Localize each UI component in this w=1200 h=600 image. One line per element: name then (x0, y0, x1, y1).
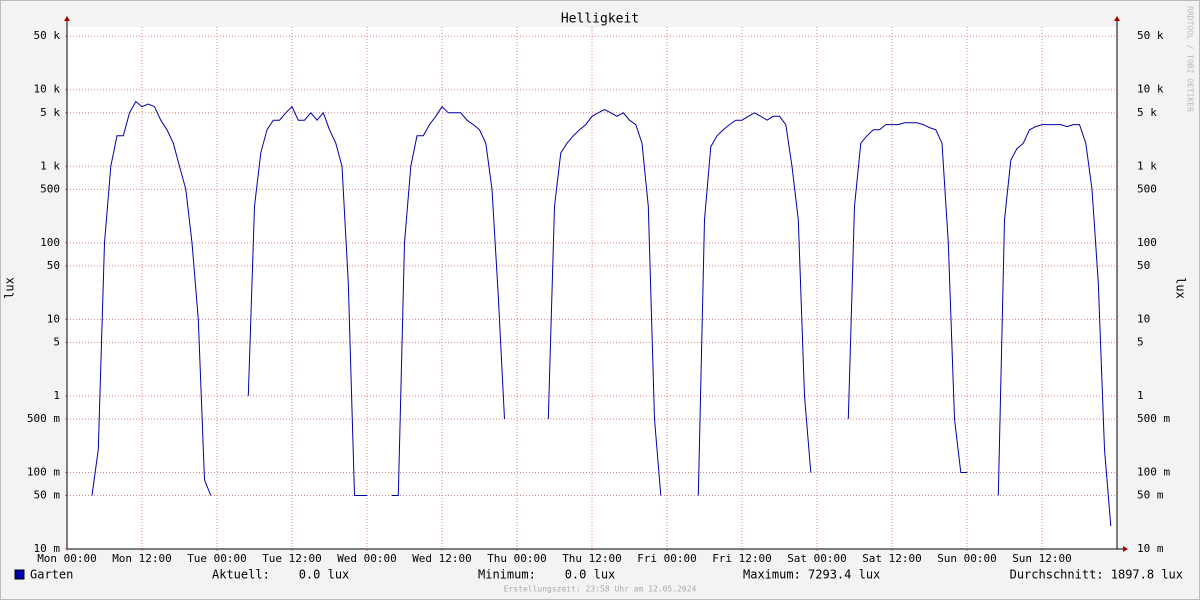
y2-tick-label: 5 k (1137, 106, 1157, 119)
y-tick-label: 10 m (34, 542, 61, 555)
y-tick-label: 1 k (40, 159, 60, 172)
data-line (91, 100, 1112, 527)
x-tick-label: Tue 12:00 (262, 552, 322, 565)
y-axis-label: lux (3, 277, 17, 299)
x-tick-label: Thu 12:00 (562, 552, 622, 565)
footer: Erstellungszeit: 23:58 Uhr am 12.05.2024 (504, 585, 697, 594)
legend-stat: Aktuell: 0.0 lux (212, 568, 349, 582)
y2-tick-label: 50 k (1137, 29, 1164, 42)
x-tick-label: Wed 12:00 (412, 552, 472, 565)
y-tick-label: 10 (47, 312, 60, 325)
legend-stat: Minimum: 0.0 lux (478, 568, 615, 582)
y2-tick-label: 500 m (1137, 412, 1170, 425)
legend-swatch (14, 569, 25, 580)
x-tick-label: Fri 00:00 (637, 552, 697, 565)
x-tick-label: Sun 12:00 (1012, 552, 1072, 565)
y-tick-label: 50 m (34, 488, 61, 501)
y2-tick-label: 10 k (1137, 83, 1164, 96)
legend-stat: Durchschnitt: 1897.8 lux (1010, 568, 1183, 582)
y-tick-label: 500 (40, 182, 60, 195)
y-tick-label: 5 k (40, 106, 60, 119)
y-axis-arrow (64, 16, 70, 21)
legend-stat: Maximum: 7293.4 lux (743, 568, 880, 582)
y-tick-label: 100 m (27, 465, 60, 478)
y-tick-label: 500 m (27, 412, 60, 425)
y-tick-label: 50 (47, 259, 60, 272)
y2-tick-label: 50 (1137, 259, 1150, 272)
y2-tick-label: 500 (1137, 182, 1157, 195)
x-axis-arrow (1123, 546, 1128, 552)
y2-tick-label: 50 m (1137, 488, 1164, 501)
y-tick-label: 100 (40, 236, 60, 249)
x-tick-label: Mon 00:00 (37, 552, 97, 565)
y2-tick-label: 5 (1137, 335, 1144, 348)
y2-tick-label: 10 (1137, 312, 1150, 325)
y-tick-label: 10 k (34, 83, 61, 96)
y-tick-label: 1 (53, 389, 60, 402)
y2-axis-arrow (1114, 16, 1120, 21)
chart-title: Helligkeit (561, 12, 639, 27)
y2-tick-label: 100 (1137, 236, 1157, 249)
y2-tick-label: 1 k (1137, 159, 1157, 172)
legend-label: Garten (30, 568, 73, 582)
y2-axis-label: lux (1174, 277, 1188, 299)
y2-tick-label: 100 m (1137, 465, 1170, 478)
x-tick-label: Thu 00:00 (487, 552, 547, 565)
x-tick-label: Sat 12:00 (862, 552, 922, 565)
x-tick-label: Sat 00:00 (787, 552, 847, 565)
y2-tick-label: 1 (1137, 389, 1144, 402)
watermark: RRDTOOL / TOBI OETIKER (1186, 6, 1195, 112)
x-tick-label: Tue 00:00 (187, 552, 247, 565)
y-tick-label: 50 k (34, 29, 61, 42)
x-tick-label: Fri 12:00 (712, 552, 772, 565)
x-tick-label: Mon 12:00 (112, 552, 172, 565)
y-tick-label: 5 (53, 335, 60, 348)
x-tick-label: Sun 00:00 (937, 552, 997, 565)
y2-tick-label: 10 m (1137, 542, 1164, 555)
x-tick-label: Wed 00:00 (337, 552, 397, 565)
